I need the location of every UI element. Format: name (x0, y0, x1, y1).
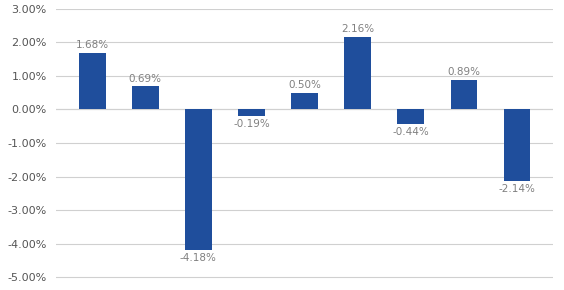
Text: -0.19%: -0.19% (233, 119, 270, 128)
Text: 2.16%: 2.16% (341, 24, 374, 34)
Bar (345, 37, 371, 110)
Text: 0.69%: 0.69% (129, 74, 162, 84)
Text: 0.50%: 0.50% (288, 80, 321, 90)
Bar (504, 110, 530, 181)
Bar (451, 79, 477, 110)
Bar (291, 93, 318, 110)
Bar (238, 110, 265, 116)
Bar (398, 110, 424, 124)
Text: -2.14%: -2.14% (499, 184, 535, 194)
Bar (79, 53, 105, 110)
Text: 0.89%: 0.89% (447, 67, 481, 77)
Text: -0.44%: -0.44% (393, 127, 429, 137)
Bar (185, 110, 212, 250)
Bar (132, 86, 158, 110)
Text: -4.18%: -4.18% (180, 253, 217, 263)
Text: 1.68%: 1.68% (76, 40, 109, 50)
